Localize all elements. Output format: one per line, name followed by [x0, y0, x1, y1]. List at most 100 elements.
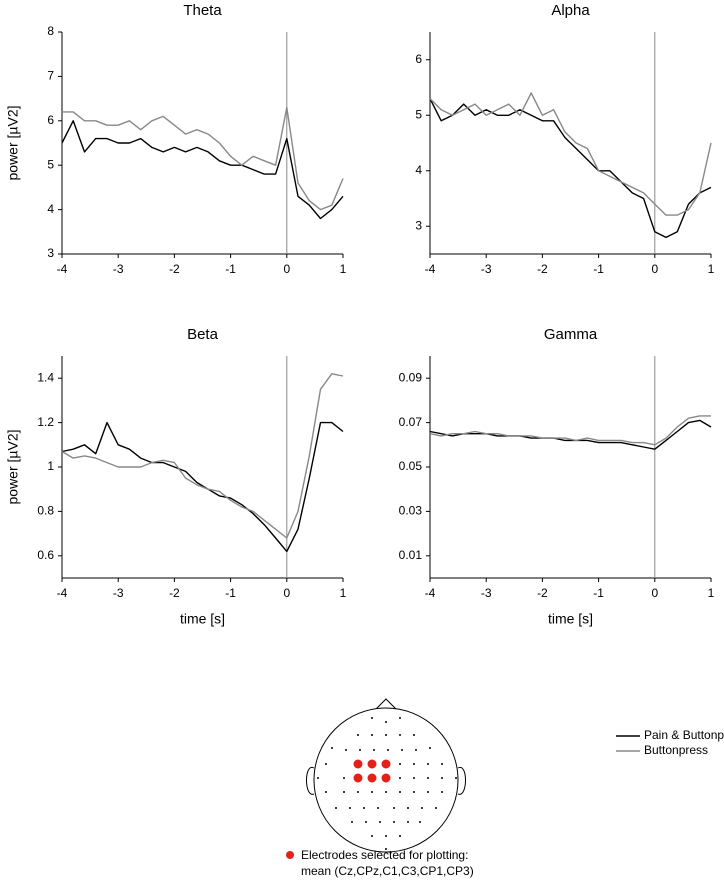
electrode: [435, 807, 437, 809]
x-tick-label: -1: [225, 586, 236, 600]
series-line: [61, 120, 344, 220]
y-tick-label: 0.05: [399, 459, 423, 473]
x-tick-label: 0: [283, 586, 290, 600]
panel: Beta 0.6 0.8 1 1.2 1.4 -4 -3 -2 -1 0 1 power [µV2] ti…: [5, 326, 347, 627]
series-line: [429, 92, 712, 216]
y-tick-label: 1: [47, 459, 54, 473]
electrode: [401, 749, 403, 751]
electrode: [427, 791, 429, 793]
electrode: [385, 734, 387, 736]
panel-title: Beta: [187, 326, 219, 343]
electrode: [407, 821, 409, 823]
y-tick-label: 3: [47, 246, 54, 260]
electrode: [399, 717, 401, 719]
electrode: [351, 821, 353, 823]
legend-label: Buttonpress: [644, 743, 708, 757]
x-tick-label: -1: [225, 262, 236, 276]
panel-title: Alpha: [551, 2, 590, 19]
electrode: [371, 835, 373, 837]
x-tick-label: -3: [113, 586, 124, 600]
y-axis-label: power [µV2]: [5, 430, 21, 505]
legend: Pain & Buttonpress Buttonpress: [616, 728, 724, 757]
electrode: [413, 791, 415, 793]
x-tick-label: 1: [708, 262, 715, 276]
panel-title: Gamma: [544, 326, 598, 343]
electrode: [413, 777, 415, 779]
electrode: [419, 821, 421, 823]
x-axis-label: time [s]: [180, 611, 225, 627]
ear: [457, 767, 466, 795]
electrode: [385, 721, 387, 723]
electrode: [399, 763, 401, 765]
electrode: [413, 734, 415, 736]
selected-electrode: [353, 759, 363, 769]
electrode: [365, 821, 367, 823]
selected-electrode: [381, 759, 391, 769]
y-tick-label: 0.09: [399, 370, 423, 384]
electrode: [399, 734, 401, 736]
electrode: [335, 807, 337, 809]
x-tick-label: -2: [169, 262, 180, 276]
x-tick-label: -3: [113, 262, 124, 276]
electrode: [385, 835, 387, 837]
panel-title: Theta: [183, 2, 222, 19]
electrode: [331, 747, 333, 749]
y-tick-label: 3: [415, 218, 422, 232]
electrode: [441, 791, 443, 793]
x-tick-label: -3: [481, 586, 492, 600]
series-line: [61, 421, 344, 553]
electrode: [359, 749, 361, 751]
electrode: [429, 747, 431, 749]
selected-electrode: [367, 759, 377, 769]
y-tick-label: 0.01: [399, 548, 423, 562]
series-line: [429, 415, 711, 446]
electrode: [385, 791, 387, 793]
electrode: [385, 848, 387, 850]
caption: mean (Cz,CPz,C1,C3,CP1,CP3): [301, 864, 474, 878]
y-tick-label: 7: [47, 69, 54, 83]
panel: Alpha 3 4 5 6 -4 -3 -2 -1 0 1: [415, 2, 714, 276]
electrode: [343, 777, 345, 779]
x-tick-label: -4: [57, 262, 68, 276]
legend-label: Pain & Buttonpress: [644, 728, 724, 742]
y-tick-label: 1.2: [37, 415, 54, 429]
panel: Theta 3 4 5 6 7 8 -4 -3 -2 -1 0 1 power [µV2]: [5, 2, 347, 276]
electrode: [393, 821, 395, 823]
y-tick-label: 0.07: [399, 415, 423, 429]
y-tick-label: 1.4: [37, 370, 54, 384]
panel: Gamma 0.01 0.03 0.05 0.07 0.09 -4 -3 -2 -1 0 1 time …: [399, 326, 715, 627]
electrode: [373, 749, 375, 751]
series-line: [429, 419, 712, 450]
electrode: [421, 807, 423, 809]
series-line: [62, 106, 344, 211]
y-tick-label: 6: [47, 113, 54, 127]
y-tick-label: 5: [415, 107, 422, 121]
electrode: [343, 791, 345, 793]
electrode: [363, 807, 365, 809]
x-tick-label: 1: [708, 586, 715, 600]
electrode: [455, 777, 457, 779]
x-axis-label: time [s]: [548, 611, 593, 627]
x-tick-label: -1: [593, 586, 604, 600]
electrode: [357, 734, 359, 736]
selected-electrode: [367, 773, 377, 783]
x-tick-label: -1: [593, 262, 604, 276]
selected-electrode: [353, 773, 363, 783]
x-tick-label: -4: [425, 586, 436, 600]
x-tick-label: -4: [425, 262, 436, 276]
y-tick-label: 0.03: [399, 504, 423, 518]
x-tick-label: 0: [651, 586, 658, 600]
electrode: [317, 777, 319, 779]
electrode: [441, 763, 443, 765]
x-tick-label: 1: [340, 586, 347, 600]
y-tick-label: 4: [47, 202, 54, 216]
electrode: [399, 777, 401, 779]
electrodes: [317, 717, 457, 850]
series-line: [429, 98, 712, 239]
nose: [373, 698, 399, 712]
x-tick-label: -4: [57, 586, 68, 600]
caption-marker: [286, 851, 294, 859]
x-tick-label: -2: [537, 586, 548, 600]
electrode: [325, 763, 327, 765]
